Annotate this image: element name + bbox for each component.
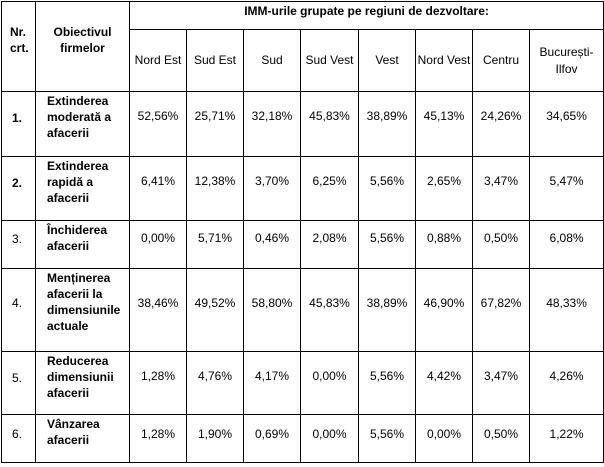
row-value: 2,08% <box>300 220 359 269</box>
row-number: 4. <box>1 268 36 352</box>
row-value: 4,26% <box>528 351 604 415</box>
row-objective: Menținerea afacerii la dimensiunile actu… <box>35 268 130 352</box>
table-row: 6. Vânzarea afacerii 1,28% 1,90% 0,69% 0… <box>1 414 604 463</box>
table-row: 5. Reducerea dimensiunii afacerii 1,28% … <box>1 351 604 415</box>
row-objective: Vânzarea afacerii <box>35 414 130 463</box>
row-value: 67,82% <box>472 268 530 352</box>
row-value: 34,65% <box>528 91 604 157</box>
row-value: 12,38% <box>186 156 244 221</box>
row-value: 3,47% <box>472 156 530 221</box>
row-value: 1,90% <box>186 414 244 463</box>
row-value: 52,56% <box>129 91 187 157</box>
row-value: 38,89% <box>358 91 416 157</box>
row-value: 3,47% <box>472 351 530 415</box>
row-value: 58,80% <box>243 268 301 352</box>
row-value: 5,56% <box>358 351 416 415</box>
region-header: București-Ilfov <box>528 29 604 92</box>
region-header: Nord Vest <box>415 29 473 92</box>
row-objective: Extinderea moderată a afacerii <box>35 91 130 157</box>
row-value: 5,56% <box>358 414 416 463</box>
row-value: 1,28% <box>129 414 187 463</box>
row-value: 3,70% <box>243 156 301 221</box>
region-header: Vest <box>358 29 416 92</box>
row-value: 45,83% <box>300 268 359 352</box>
row-value: 5,71% <box>186 220 244 269</box>
table-row: 4. Menținerea afacerii la dimensiunile a… <box>1 268 604 352</box>
row-value: 48,33% <box>528 268 604 352</box>
row-value: 0,69% <box>243 414 301 463</box>
row-value: 0,00% <box>300 351 359 415</box>
row-objective: Extinderea rapidă a afacerii <box>35 156 130 221</box>
region-header: Centru <box>472 29 530 92</box>
row-number: 5. <box>1 351 36 415</box>
row-value: 6,08% <box>528 220 604 269</box>
row-value: 0,00% <box>300 414 359 463</box>
table-row: 1. Extinderea moderată a afacerii 52,56%… <box>1 91 604 157</box>
row-value: 5,56% <box>358 156 416 221</box>
row-value: 6,25% <box>300 156 359 221</box>
row-value: 25,71% <box>186 91 244 157</box>
row-value: 49,52% <box>186 268 244 352</box>
row-value: 6,41% <box>129 156 187 221</box>
header-row-regions: Nord Est Sud Est Sud Sud Vest Vest Nord … <box>2 29 604 92</box>
header-row-group: Nr. crt. Obiectivul firmelor IMM-urile g… <box>1 1 604 92</box>
row-value: 38,46% <box>129 268 187 352</box>
row-value: 2,65% <box>415 156 473 221</box>
nr-crt-header: Nr. crt. <box>1 1 36 92</box>
region-header: Nord Est <box>129 29 187 92</box>
row-objective: Închiderea afacerii <box>35 220 130 269</box>
row-value: 4,76% <box>186 351 244 415</box>
row-number: 2. <box>1 156 36 221</box>
objective-header: Obiectivul firmelor <box>35 1 130 92</box>
region-header: Sud <box>243 29 301 92</box>
row-value: 0,46% <box>243 220 301 269</box>
row-value: 5,56% <box>358 220 416 269</box>
region-header: Sud Vest <box>300 29 359 92</box>
row-value: 0,50% <box>472 414 530 463</box>
row-value: 0,00% <box>415 414 473 463</box>
row-value: 0,88% <box>415 220 473 269</box>
row-value: 0,50% <box>472 220 530 269</box>
row-value: 4,42% <box>415 351 473 415</box>
row-value: 5,47% <box>528 156 604 221</box>
region-group-header: IMM-urile grupate pe regiuni de dezvolta… <box>128 1 604 30</box>
row-value: 38,89% <box>358 268 416 352</box>
row-number: 6. <box>1 414 36 463</box>
row-value: 45,13% <box>415 91 473 157</box>
row-value: 1,22% <box>528 414 604 463</box>
table-row: 2. Extinderea rapidă a afacerii 6,41% 12… <box>1 156 604 221</box>
row-value: 46,90% <box>415 268 473 352</box>
row-value: 45,83% <box>300 91 359 157</box>
row-number: 3. <box>1 220 36 269</box>
row-number: 1. <box>1 91 36 157</box>
table-row: 3. Închiderea afacerii 0,00% 5,71% 0,46%… <box>1 220 604 269</box>
row-value: 32,18% <box>243 91 301 157</box>
row-value: 0,00% <box>129 220 187 269</box>
row-value: 24,26% <box>472 91 530 157</box>
region-header: Sud Est <box>186 29 244 92</box>
row-value: 1,28% <box>129 351 187 415</box>
row-value: 4,17% <box>243 351 301 415</box>
row-objective: Reducerea dimensiunii afacerii <box>35 351 130 415</box>
